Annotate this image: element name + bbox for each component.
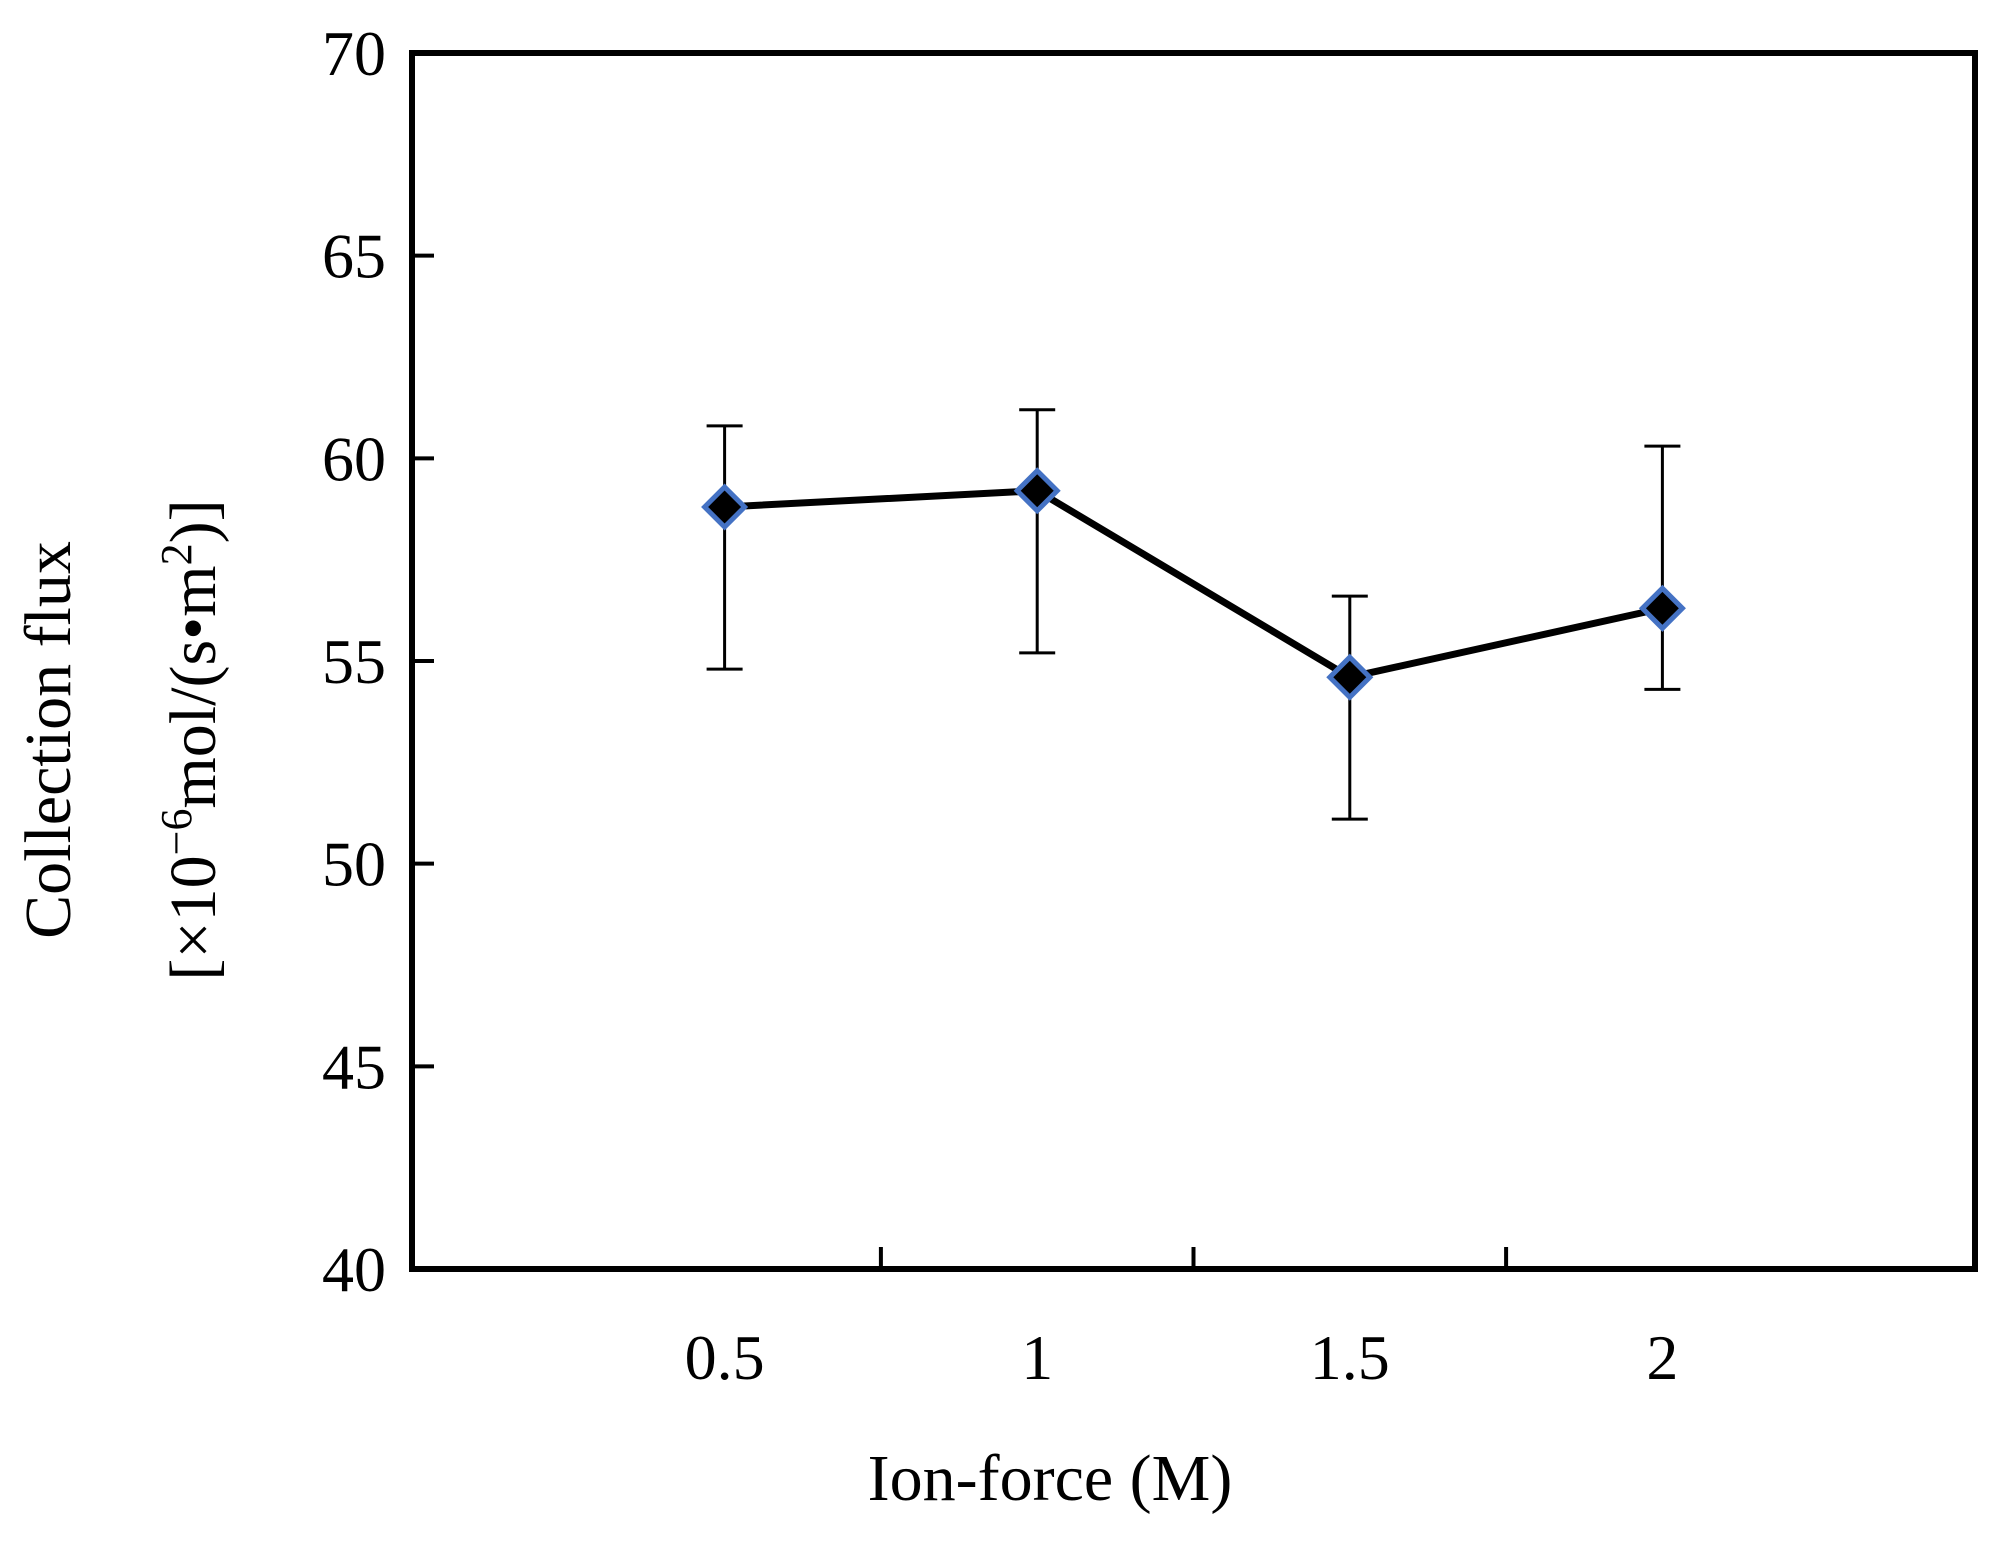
data-point-marker xyxy=(701,483,749,531)
y-axis-title-units: [×10−6mol/(s•m2)] xyxy=(152,499,231,980)
y-tick-label: 40 xyxy=(322,1234,386,1305)
y-axis-title: Collection flux xyxy=(12,541,85,939)
x-tick-label: 1 xyxy=(1021,1322,1053,1393)
y-tick-label: 65 xyxy=(322,221,386,292)
y-unit-prefix: [×10 xyxy=(157,855,230,980)
data-point-marker xyxy=(1013,467,1061,515)
x-tick-label: 1.5 xyxy=(1310,1322,1390,1393)
data-markers xyxy=(701,467,1686,701)
x-tick-label: 2 xyxy=(1646,1322,1678,1393)
plot-area-frame xyxy=(409,50,1978,1272)
x-axis-tick-labels: 0.5 1 1.5 2 xyxy=(685,1322,1679,1393)
x-axis-title: Ion-force (M) xyxy=(868,1442,1233,1515)
y-axis-tick-labels: 40 45 50 55 60 65 70 xyxy=(322,18,386,1305)
y-tick-label: 60 xyxy=(322,423,386,494)
y-axis-title-line2: [×10−6mol/(s•m2)] xyxy=(152,499,231,980)
y-axis-ticks xyxy=(412,51,434,1271)
data-point-marker xyxy=(1326,653,1374,701)
y-tick-label: 50 xyxy=(322,829,386,900)
x-axis-ticks xyxy=(878,1247,1509,1269)
y-unit-suffix: )] xyxy=(157,499,230,543)
y-tick-label: 55 xyxy=(322,626,386,697)
y-tick-label: 45 xyxy=(322,1031,386,1102)
y-axis-title-line1: Collection flux xyxy=(12,541,85,939)
y-tick-label: 70 xyxy=(322,18,386,89)
series-line xyxy=(724,487,1664,681)
error-bars xyxy=(706,408,1681,821)
y-unit-exponent: −6 xyxy=(152,809,201,856)
x-tick-label: 0.5 xyxy=(685,1322,765,1393)
y-unit-middle: mol/(s•m xyxy=(157,565,230,808)
data-point-marker xyxy=(1638,584,1686,632)
y-unit-exponent-2: 2 xyxy=(152,543,201,565)
